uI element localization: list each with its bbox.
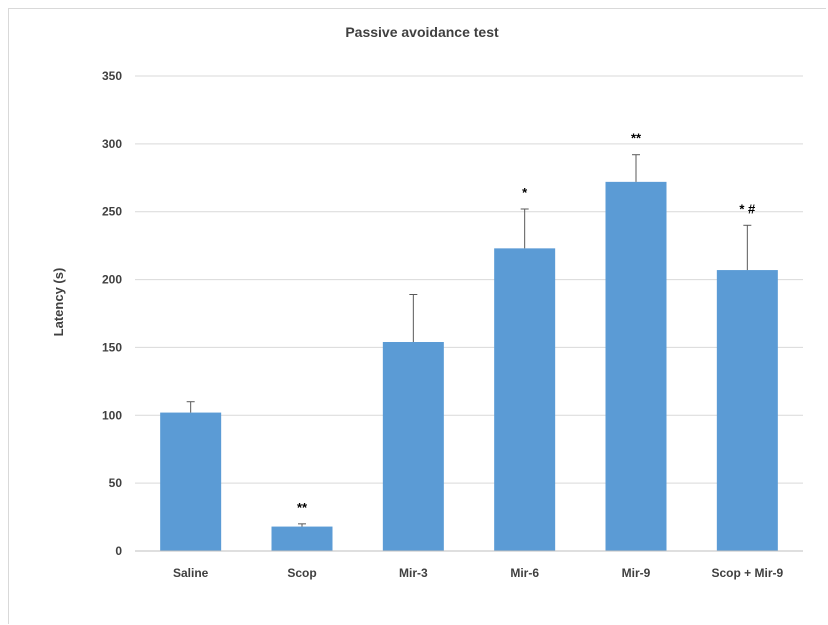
- bar: [494, 248, 556, 551]
- category-label: Mir-3: [399, 566, 428, 580]
- category-label: Saline: [173, 566, 209, 580]
- y-axis-label: Latency (s): [51, 268, 66, 337]
- error-bars: [186, 154, 752, 527]
- bar: [271, 526, 333, 551]
- bar: [605, 181, 667, 551]
- bar: [160, 412, 222, 551]
- y-tick-label: 250: [102, 205, 122, 219]
- y-tick-label: 50: [109, 476, 123, 490]
- x-tick-labels: Saline Scop Mir-3 Mir-6 Mir-9 Scop + Mir-9: [173, 566, 784, 580]
- bars: [160, 181, 778, 551]
- y-tick-labels: 0 50 100 150 200 250 300 350: [102, 69, 122, 558]
- chart-title: Passive avoidance test: [345, 24, 499, 40]
- significance-label: * #: [739, 201, 756, 216]
- y-tick-label: 0: [115, 544, 122, 558]
- significance-label: **: [631, 131, 642, 146]
- bar: [716, 270, 778, 551]
- significance-annotations: ****** #: [297, 131, 756, 515]
- category-label: Scop + Mir-9: [711, 566, 783, 580]
- significance-label: **: [297, 500, 308, 515]
- y-tick-label: 300: [102, 137, 122, 151]
- y-tick-label: 350: [102, 69, 122, 83]
- gridlines: [135, 75, 803, 484]
- category-label: Mir-9: [622, 566, 651, 580]
- bar: [382, 342, 444, 551]
- category-label: Mir-6: [510, 566, 539, 580]
- y-tick-label: 100: [102, 408, 122, 422]
- y-tick-label: 150: [102, 340, 122, 354]
- y-tick-label: 200: [102, 273, 122, 287]
- category-label: Scop: [287, 566, 316, 580]
- chart-frame: [8, 8, 826, 624]
- significance-label: *: [522, 185, 528, 200]
